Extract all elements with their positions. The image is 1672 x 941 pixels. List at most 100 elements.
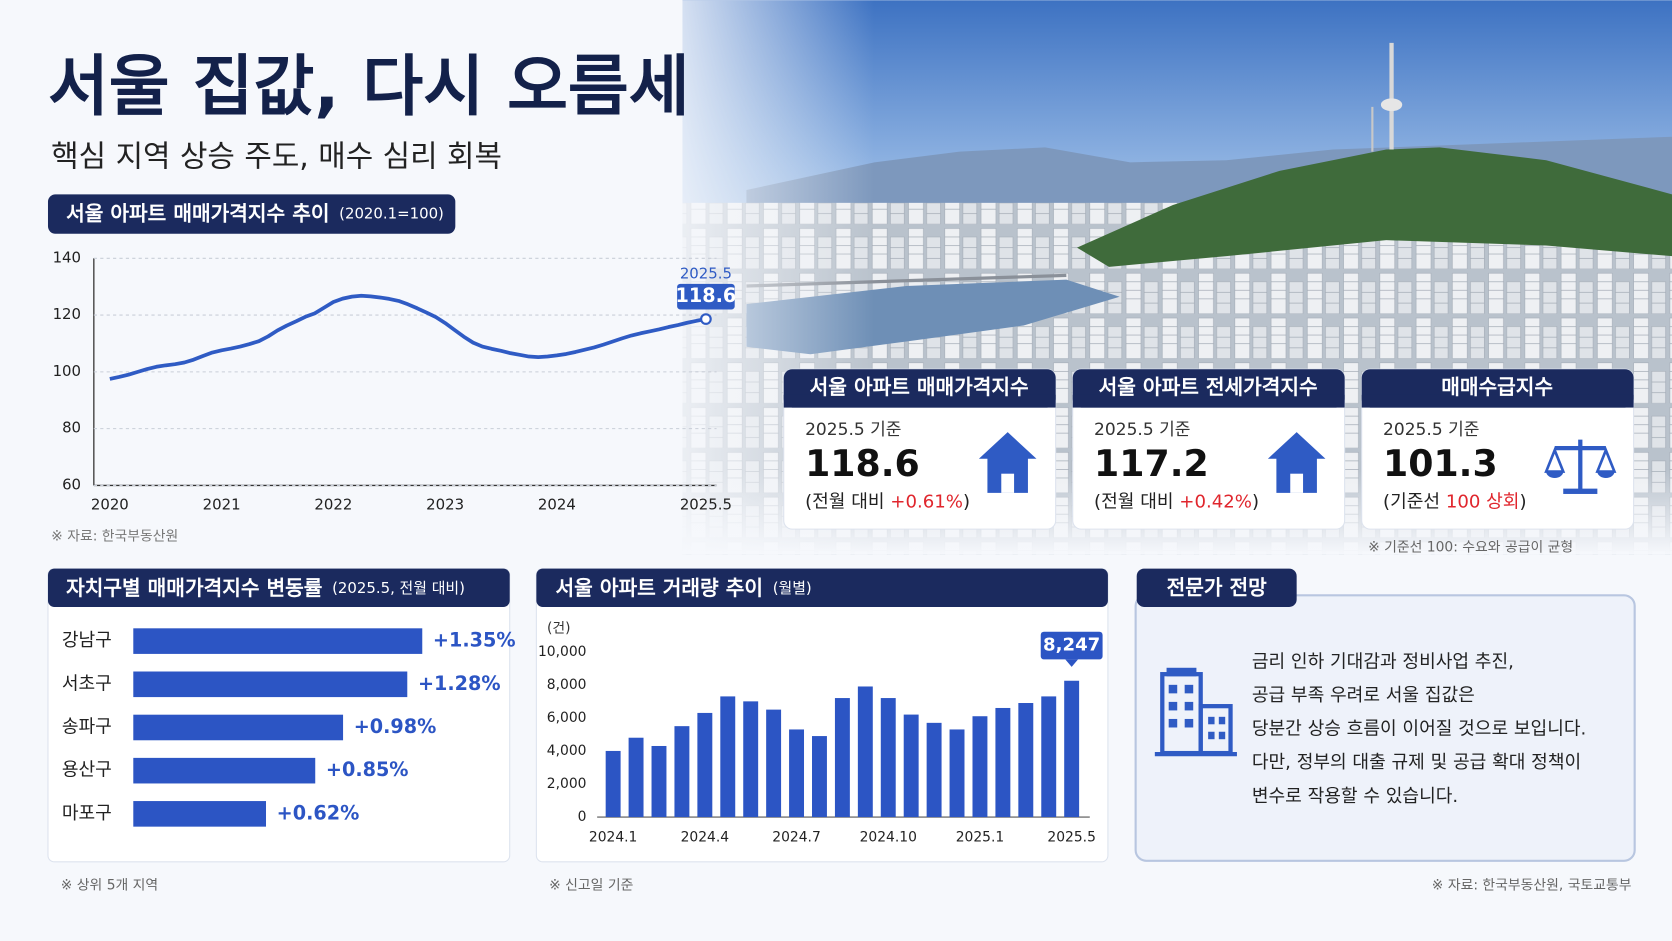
bar — [926, 722, 942, 818]
bar — [133, 628, 423, 654]
kpi-title: 서울 아파트 매매가격지수 — [810, 375, 1029, 399]
y-tick-label: 6,000 — [547, 710, 587, 726]
value-label-pointer — [1065, 659, 1079, 667]
chart-header — [536, 568, 1108, 607]
kpi-value: 118.6 — [805, 442, 920, 485]
bar — [133, 757, 316, 784]
hbar-chart: 강남구 +1.35% 서초구 +1.28% 송파구 +0.98% 용산구 +0.85% 마포구 +… — [62, 628, 516, 827]
x-tick-label: 2025.5 — [680, 496, 732, 514]
category-label: 강남구 — [62, 630, 112, 651]
y-tick-label: 10,000 — [538, 644, 587, 660]
kpi-note: (기준선 100 상회) — [1383, 491, 1527, 512]
category-label: 서초구 — [62, 673, 112, 694]
value-label: +0.98% — [354, 715, 437, 738]
bar — [903, 714, 919, 818]
kpi-note-part: 100 상회 — [1446, 491, 1520, 512]
category-label: 용산구 — [62, 760, 112, 781]
value-label: +1.28% — [418, 672, 501, 695]
kpi-basis: 2025.5 기준 — [805, 420, 901, 440]
page-subtitle: 핵심 지역 상승 주도, 매수 심리 회복 — [51, 140, 502, 175]
chart-header — [47, 194, 456, 234]
outlook-title: 전문가 전망 — [1167, 575, 1268, 599]
chart-note: ※ 상위 5개 지역 — [61, 877, 158, 893]
x-tick-label: 2024.7 — [772, 829, 821, 845]
house-icon — [978, 432, 1037, 493]
bar — [697, 712, 713, 818]
vbar-chart: 0 2,000 4,000 6,000 8,000 10,000 2024.1 2024.4 2… — [538, 631, 1103, 845]
bar — [857, 686, 873, 818]
x-tick-label: 2022 — [314, 496, 352, 514]
bar — [1041, 696, 1057, 818]
kpi-note-part: (기준선 — [1383, 491, 1446, 512]
kpi-note: (전월 대비 +0.61%) — [805, 491, 970, 512]
bar — [812, 736, 827, 818]
kpi-note-part: +0.61% — [890, 491, 963, 512]
bar — [628, 737, 644, 818]
kpi-card-header — [1361, 394, 1634, 408]
category-label: 송파구 — [62, 716, 112, 737]
value-label: +0.62% — [277, 801, 360, 824]
value-label: +1.35% — [433, 629, 516, 652]
line-chart: 60 80 100 120 140 2020 2021 2022 2023 2024 2025.5 2… — [53, 248, 737, 513]
x-tick-label: 2024.10 — [860, 829, 917, 845]
building-icon — [1154, 667, 1237, 757]
scale-icon — [1563, 488, 1598, 494]
chart-title: 서울 아파트 매매가격지수 추이 — [66, 201, 329, 225]
chart-subtitle: (2020.1=100) — [339, 205, 444, 223]
bar — [743, 701, 759, 818]
kpi-note-part: ) — [1252, 491, 1259, 512]
value-label-box — [1040, 631, 1103, 660]
outlook-line: 금리 인하 기대감과 정비사업 추진, — [1252, 651, 1514, 672]
kpi-card-header — [783, 394, 1056, 408]
annotation-box — [677, 283, 735, 310]
bar — [1018, 703, 1034, 818]
chart-title: 서울 아파트 매매가격지수 추이 (2020.1=100) — [66, 201, 444, 225]
bar — [949, 729, 965, 818]
y-tick-label: 100 — [53, 362, 81, 380]
chart-title: 자치구별 매매가격지수 변동률 — [66, 575, 322, 599]
value-label: 118.6 — [676, 284, 737, 307]
value-label: 8,247 — [1043, 635, 1100, 656]
y-tick-label: 0 — [578, 809, 587, 825]
y-tick-label: 80 — [62, 419, 81, 437]
kpi-note-part: (전월 대비 — [805, 491, 890, 512]
y-tick-label: 140 — [53, 248, 81, 266]
chart-title: 자치구별 매매가격지수 변동률 (2025.5, 전월 대비) — [66, 575, 465, 599]
value-label: +0.85% — [326, 758, 409, 781]
y-tick-label: 4,000 — [547, 743, 587, 759]
bar — [133, 671, 408, 698]
chart-header — [47, 568, 510, 607]
kpi-title: 매매수급지수 — [1441, 375, 1553, 399]
bar — [880, 698, 896, 818]
kpi-footnote: ※ 기준선 100: 수요와 공급이 균형 — [1368, 539, 1573, 555]
scale-icon — [1546, 471, 1615, 478]
kpi-note-part: +0.42% — [1179, 491, 1252, 512]
end-marker — [700, 313, 712, 325]
x-tick-label: 2025.1 — [956, 829, 1005, 845]
outlook-line: 다만, 정부의 대출 규제 및 공급 확대 정책이 — [1252, 752, 1581, 773]
chart-title: 서울 아파트 거래량 추이 — [556, 575, 763, 599]
outlook-line: 공급 부족 우려로 서울 집값은 — [1252, 685, 1475, 706]
bar — [766, 709, 782, 818]
kpi-note-part: ) — [1519, 491, 1526, 512]
outlook-line: 당분간 상승 흐름이 이어질 것으로 보입니다. — [1252, 719, 1586, 740]
annotation-date: 2025.5 — [680, 264, 732, 282]
chart-subtitle: (월별) — [773, 579, 812, 597]
bar — [720, 696, 736, 818]
y-tick-label: 2,000 — [547, 776, 587, 792]
chart-title: 서울 아파트 거래량 추이 (월별) — [556, 575, 812, 599]
kpi-note-part: ) — [963, 491, 970, 512]
house-door — [1001, 473, 1015, 493]
y-tick-label: 60 — [62, 475, 81, 493]
kpi-note: (전월 대비 +0.42%) — [1094, 491, 1259, 512]
x-tick-label: 2025.5 — [1047, 829, 1095, 845]
house-icon — [1267, 432, 1326, 493]
page-title: 서울 집값, 다시 오름세 — [48, 48, 690, 125]
bar — [789, 729, 805, 818]
kpi-value: 101.3 — [1383, 442, 1498, 485]
x-tick-label: 2020 — [91, 496, 129, 514]
